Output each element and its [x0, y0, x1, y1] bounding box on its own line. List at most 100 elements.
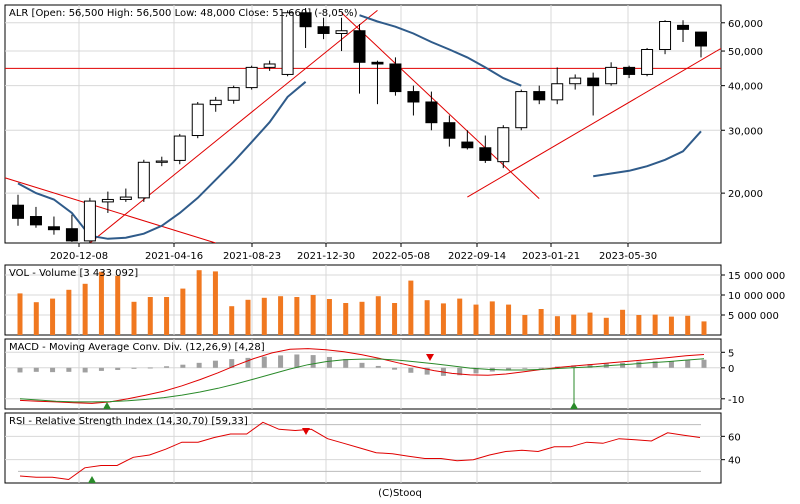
trendline [467, 47, 721, 198]
macd-histogram-bar [245, 357, 251, 368]
macd-histogram-bar [636, 361, 642, 368]
date-axis-ticks: 2020-12-08 2021-04-16 2021-08-23 2021-12-30… [50, 243, 657, 262]
candle [137, 159, 150, 202]
macd-histogram-bar [522, 367, 528, 369]
price-tick-label: 30,000 [728, 126, 763, 137]
macd-histogram-bar [115, 367, 121, 370]
candle [407, 85, 420, 116]
candle-body-down [65, 228, 78, 242]
candle-body-up [641, 49, 654, 75]
candle-body-down [299, 12, 312, 28]
candle [83, 197, 96, 243]
volume-bar [375, 296, 381, 335]
candle-body-down [587, 77, 600, 87]
candle-body-up [497, 127, 510, 163]
volume-tick-label: 10 000 000 [728, 291, 785, 302]
volume-bar [131, 301, 137, 335]
volume-bar [82, 283, 88, 335]
candle-body-up [551, 83, 564, 101]
macd-histogram-bar [343, 359, 349, 368]
volume-bar [17, 293, 23, 335]
volume-bar [196, 270, 202, 335]
candle-body-down [695, 31, 707, 47]
date-tick-label: 2023-05-30 [599, 251, 657, 262]
candle [155, 156, 168, 167]
macd-histogram-bar [538, 367, 544, 369]
candle-body-up [263, 63, 276, 68]
macd-histogram-bar [82, 367, 88, 373]
price-header: ALR [Open: 56,500 High: 56,500 Low: 48,0… [9, 8, 358, 19]
volume-bar [424, 300, 430, 335]
candle [47, 216, 60, 235]
candle-body-up [83, 200, 96, 242]
rsi-line [19, 421, 701, 481]
volume-bar [115, 275, 121, 335]
volume-bar [229, 306, 235, 335]
sell-marker-icon [302, 428, 310, 435]
candle-body-down [461, 141, 474, 149]
candle-body-down [443, 122, 456, 139]
candle-body-down [389, 63, 402, 93]
signal-line [19, 358, 705, 403]
price-tick-label: 40,000 [728, 82, 763, 93]
candle [299, 8, 312, 48]
volume-bar [473, 304, 479, 335]
candle-body-down [371, 61, 384, 65]
macd-histogram-bar [408, 367, 414, 373]
candle [12, 194, 24, 226]
candle-body-up [227, 87, 240, 101]
date-tick-label: 2022-09-14 [448, 251, 506, 262]
macd-histogram-bar [424, 367, 430, 375]
moving-average-line [17, 81, 307, 240]
candle [479, 135, 492, 163]
volume-axis-ticks: 5 000 000 10 000 000 15 000 000 [721, 271, 785, 322]
candle [461, 130, 474, 150]
volume-bar [326, 299, 332, 335]
candle [677, 20, 690, 43]
date-tick-label: 2022-05-08 [372, 251, 430, 262]
volume-bar [538, 309, 544, 335]
trendline [89, 9, 378, 243]
buy-marker-icon [88, 476, 96, 483]
volume-bar [392, 303, 398, 335]
candle [605, 62, 618, 86]
macd-tick-label: 0 [728, 364, 734, 375]
moving-average-line [593, 130, 702, 178]
candle [29, 206, 42, 228]
price-axis-ticks: 20,000 30,000 40,000 50,000 60,000 [721, 19, 763, 200]
macd-histogram-bar [701, 359, 707, 368]
macd-histogram-bar [620, 362, 626, 368]
volume-bar [294, 297, 300, 335]
volume-bar [685, 315, 691, 335]
volume-bar [212, 271, 218, 335]
volume-bar [310, 295, 316, 335]
volume-bar [98, 271, 104, 335]
candle-body-down [12, 204, 24, 219]
macd-histogram-bar [212, 360, 218, 368]
macd-histogram-bar [506, 367, 512, 370]
macd-histogram-bar [392, 367, 398, 370]
macd-grid [5, 339, 721, 409]
candle [425, 91, 438, 131]
macd-histogram [17, 354, 707, 376]
macd-histogram-bar [685, 360, 691, 368]
candle [533, 85, 546, 105]
volume-bar [164, 297, 170, 335]
volume-bar [440, 303, 446, 335]
macd-markers [103, 354, 578, 409]
candle-body-up [101, 198, 114, 203]
macd-histogram-bar [587, 364, 593, 368]
macd-histogram-bar [326, 356, 332, 368]
volume-bar [701, 321, 707, 335]
volume-bar [66, 289, 72, 335]
candle-body-down [29, 216, 42, 226]
macd-histogram-bar [375, 365, 381, 368]
moving-average-line [359, 14, 522, 87]
rsi-axis-ticks: 40 60 [721, 432, 741, 467]
rsi-lines [19, 421, 701, 481]
macd-histogram-bar [652, 361, 658, 368]
volume-tick-label: 15 000 000 [728, 271, 785, 282]
price-tick-label: 20,000 [728, 189, 763, 200]
candle [173, 133, 186, 165]
